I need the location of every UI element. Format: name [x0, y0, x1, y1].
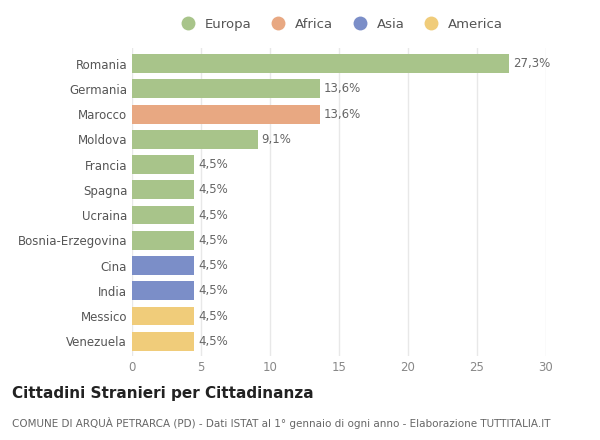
Bar — [132, 332, 194, 351]
Text: 13,6%: 13,6% — [324, 82, 361, 95]
Text: 13,6%: 13,6% — [324, 107, 361, 121]
Bar — [132, 205, 194, 224]
Bar — [132, 155, 194, 174]
Text: 4,5%: 4,5% — [198, 259, 228, 272]
Legend: Europa, Africa, Asia, America: Europa, Africa, Asia, America — [175, 18, 503, 31]
Text: Cittadini Stranieri per Cittadinanza: Cittadini Stranieri per Cittadinanza — [12, 386, 314, 401]
Text: 27,3%: 27,3% — [513, 57, 550, 70]
Text: 4,5%: 4,5% — [198, 309, 228, 323]
Bar — [132, 307, 194, 326]
Text: 4,5%: 4,5% — [198, 158, 228, 171]
Text: 4,5%: 4,5% — [198, 335, 228, 348]
Text: 4,5%: 4,5% — [198, 284, 228, 297]
Text: 9,1%: 9,1% — [262, 133, 292, 146]
Text: COMUNE DI ARQUÀ PETRARCA (PD) - Dati ISTAT al 1° gennaio di ogni anno - Elaboraz: COMUNE DI ARQUÀ PETRARCA (PD) - Dati IST… — [12, 417, 551, 429]
Bar — [132, 231, 194, 250]
Bar — [132, 54, 509, 73]
Text: 4,5%: 4,5% — [198, 209, 228, 221]
Bar — [132, 180, 194, 199]
Bar — [132, 281, 194, 300]
Bar — [132, 130, 257, 149]
Text: 4,5%: 4,5% — [198, 183, 228, 196]
Bar — [132, 105, 320, 124]
Bar — [132, 79, 320, 98]
Bar — [132, 256, 194, 275]
Text: 4,5%: 4,5% — [198, 234, 228, 247]
